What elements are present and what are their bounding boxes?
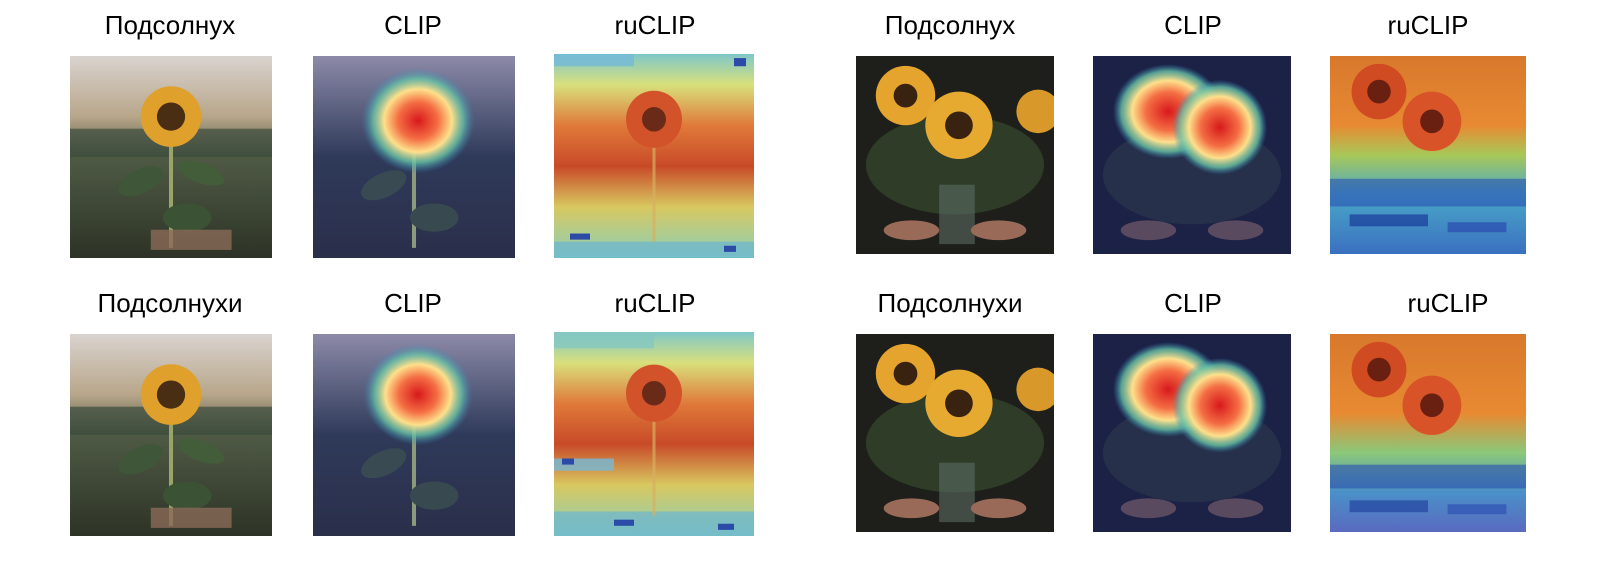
- title-row1-right-prompt: Подсолнух: [884, 10, 1016, 40]
- title-row1-left-clip: CLIP: [384, 10, 442, 40]
- title-row1-left-ruclip: ruCLIP: [614, 10, 696, 40]
- ruclip-heatmap-single-row1: [554, 54, 754, 258]
- ruclip-heatmap-bouquet-row1: [1330, 56, 1526, 254]
- ruclip-heatmap-single-row2: [554, 332, 754, 536]
- ruclip-heatmap-bouquet-row2: [1330, 334, 1526, 532]
- clip-heatmap-single-row2: [313, 334, 515, 536]
- single-sunflower-photo-row1: [70, 56, 272, 258]
- title-row1-left-prompt: Подсолнух: [104, 10, 236, 40]
- title-row2-right-prompt: Подсолнухи: [877, 288, 1023, 318]
- clip-heatmap-single-row1: [313, 56, 515, 258]
- title-row2-left-prompt: Подсолнухи: [97, 288, 243, 318]
- title-row2-right-ruclip: ruCLIP: [1407, 288, 1489, 318]
- bouquet-sunflowers-photo-row1: [856, 56, 1054, 254]
- title-row1-right-ruclip: ruCLIP: [1387, 10, 1469, 40]
- title-row2-right-clip: CLIP: [1164, 288, 1222, 318]
- title-row1-right-clip: CLIP: [1164, 10, 1222, 40]
- title-row2-left-clip: CLIP: [384, 288, 442, 318]
- clip-heatmap-bouquet-row2: [1093, 334, 1291, 532]
- title-row2-left-ruclip: ruCLIP: [614, 288, 696, 318]
- clip-heatmap-bouquet-row1: [1093, 56, 1291, 254]
- bouquet-sunflowers-photo-row2: [856, 334, 1054, 532]
- single-sunflower-photo-row2: [70, 334, 272, 536]
